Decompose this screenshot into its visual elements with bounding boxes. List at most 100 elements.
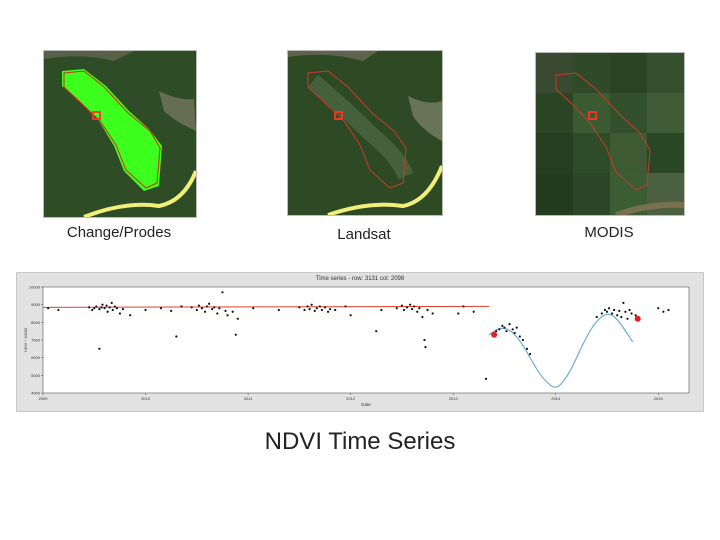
data-point bbox=[495, 330, 498, 333]
data-point bbox=[610, 312, 614, 315]
x-tick-label: 2013 bbox=[449, 396, 459, 401]
data-point bbox=[462, 305, 465, 308]
slide-title: NDVI Time Series bbox=[264, 428, 456, 455]
data-point bbox=[93, 307, 96, 310]
data-point bbox=[521, 338, 524, 342]
modis-image bbox=[535, 52, 685, 216]
data-point bbox=[515, 326, 518, 329]
data-point bbox=[218, 307, 221, 310]
data-point bbox=[431, 312, 434, 315]
data-point bbox=[326, 310, 330, 313]
x-axis-label: Date bbox=[361, 402, 371, 407]
data-point bbox=[113, 305, 116, 308]
data-point bbox=[195, 308, 198, 312]
ndvi-chart: Time series - row: 3131 col: 2098 2009 20… bbox=[16, 272, 704, 412]
data-point bbox=[303, 308, 306, 312]
y-tick-label: 6000 bbox=[31, 355, 41, 360]
data-point bbox=[375, 330, 378, 333]
data-point bbox=[508, 323, 511, 326]
data-point bbox=[413, 305, 416, 308]
data-point bbox=[618, 309, 621, 312]
data-point bbox=[634, 314, 637, 317]
data-point bbox=[411, 307, 414, 311]
x-tick-label: 2012 bbox=[346, 396, 356, 401]
x-tick-label: 2009 bbox=[39, 396, 49, 401]
data-point bbox=[190, 306, 193, 309]
x-tick-label: 2015 bbox=[654, 396, 664, 401]
data-point bbox=[231, 310, 234, 313]
data-point bbox=[103, 307, 106, 310]
prodes-caption: Change/Prodes bbox=[66, 224, 172, 241]
landsat-caption: Landsat bbox=[337, 226, 391, 243]
data-point bbox=[605, 310, 609, 313]
x-tick-label: 2014 bbox=[551, 396, 561, 401]
data-point bbox=[170, 309, 173, 312]
data-point bbox=[159, 307, 163, 310]
fit-line-after bbox=[488, 313, 634, 388]
data-point bbox=[329, 307, 332, 311]
y-tick-label: 9000 bbox=[31, 302, 41, 307]
data-point bbox=[400, 304, 403, 307]
data-point bbox=[252, 307, 255, 310]
data-point bbox=[306, 305, 309, 308]
data-point bbox=[402, 308, 406, 312]
data-point bbox=[108, 306, 111, 309]
chart-title: Time series - row: 3131 col: 2098 bbox=[315, 276, 405, 282]
data-point bbox=[484, 377, 488, 380]
data-point bbox=[234, 333, 237, 336]
data-point bbox=[525, 347, 529, 350]
data-point bbox=[95, 305, 98, 308]
highlight-point bbox=[634, 315, 641, 322]
data-point bbox=[513, 331, 516, 335]
data-point bbox=[395, 307, 398, 310]
data-point bbox=[423, 338, 426, 342]
data-point bbox=[98, 347, 101, 350]
data-point bbox=[320, 308, 324, 312]
data-point bbox=[657, 307, 660, 310]
y-tick-label: 8000 bbox=[31, 320, 41, 325]
data-point bbox=[91, 308, 94, 312]
data-point bbox=[662, 310, 665, 313]
data-point bbox=[334, 308, 337, 312]
data-point bbox=[211, 307, 214, 311]
data-point bbox=[344, 305, 347, 308]
modis-caption: MODIS bbox=[584, 224, 634, 241]
data-point bbox=[175, 335, 178, 338]
data-point bbox=[518, 335, 521, 338]
data-point bbox=[197, 304, 200, 307]
data-point bbox=[405, 306, 409, 309]
x-tick-label: 2011 bbox=[244, 396, 253, 401]
plot-area bbox=[42, 286, 690, 394]
y-axis-label: NDVI * 10000 bbox=[23, 327, 28, 352]
data-point bbox=[607, 307, 611, 310]
data-point bbox=[472, 310, 475, 313]
data-point bbox=[129, 314, 132, 317]
y-tick-label: 10000 bbox=[29, 285, 41, 290]
data-point bbox=[620, 315, 623, 319]
data-point bbox=[101, 303, 104, 306]
data-point bbox=[203, 310, 207, 313]
data-point bbox=[622, 301, 625, 304]
data-point bbox=[144, 308, 147, 312]
data-point bbox=[426, 308, 429, 312]
data-point bbox=[528, 353, 532, 356]
data-point bbox=[505, 330, 508, 333]
data-point bbox=[208, 302, 211, 305]
data-point bbox=[603, 308, 607, 312]
data-point bbox=[380, 308, 383, 312]
data-point bbox=[626, 317, 629, 320]
data-point bbox=[213, 306, 216, 309]
data-point bbox=[408, 303, 412, 306]
data-point bbox=[98, 307, 101, 311]
y-tick-label: 5000 bbox=[31, 373, 41, 378]
x-tick-label: 2010 bbox=[141, 396, 151, 401]
data-point bbox=[277, 308, 280, 312]
ndvi-scatter-plot: 2009 2010 2011 2012 2013 2014 2015 4000 5000 6000… bbox=[23, 285, 690, 407]
data-point bbox=[323, 306, 327, 309]
data-point bbox=[106, 310, 109, 313]
data-point bbox=[416, 310, 419, 313]
data-point bbox=[457, 312, 460, 315]
data-point bbox=[100, 306, 103, 309]
prodes-change-image bbox=[43, 50, 197, 218]
data-point bbox=[121, 307, 125, 311]
